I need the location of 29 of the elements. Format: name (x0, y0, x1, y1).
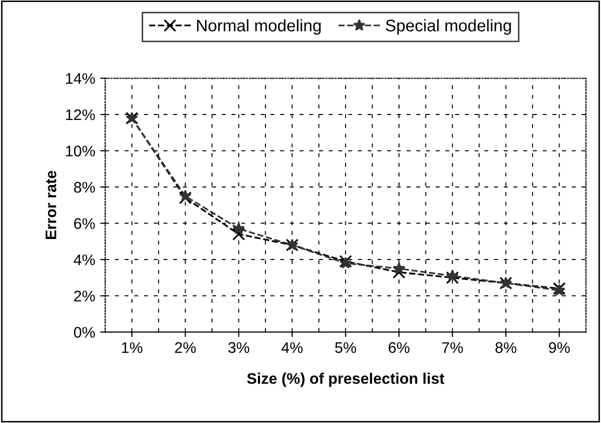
x-tick-label: 7% (442, 342, 463, 353)
y-tick-label: 8% (74, 182, 95, 193)
point (392, 266, 406, 279)
point (392, 262, 406, 274)
y-tick-label: 12% (66, 109, 95, 120)
x-axis-title: Size (%) of preselection list (247, 372, 444, 387)
x-tick-label: 9% (548, 342, 570, 353)
x-tick-label: 6% (388, 342, 410, 353)
y-tick-label: 2% (74, 290, 95, 302)
y-tick-label: 14% (66, 73, 95, 84)
x-tick-label: 1% (122, 342, 142, 353)
y-tick-label: 4% (74, 254, 95, 266)
point (232, 228, 246, 241)
legend-label: Normal modeling (197, 19, 321, 35)
point (446, 271, 459, 284)
point (446, 269, 459, 282)
point (232, 222, 245, 234)
x-tick-label: 4% (281, 342, 303, 353)
point (178, 192, 192, 204)
y-tick-label: 10% (66, 146, 95, 156)
y-tick-label: 0% (74, 326, 95, 338)
y-axis-title: Error rate (46, 170, 56, 239)
x-tick-label: 3% (228, 342, 250, 353)
y-tick-label: 6% (74, 218, 95, 229)
legend-label: Special modeling (386, 19, 511, 35)
point (179, 190, 192, 202)
x-tick-label: 5% (335, 342, 356, 353)
x-tick-label: 8% (495, 342, 516, 353)
x-tick-label: 2% (175, 342, 196, 353)
